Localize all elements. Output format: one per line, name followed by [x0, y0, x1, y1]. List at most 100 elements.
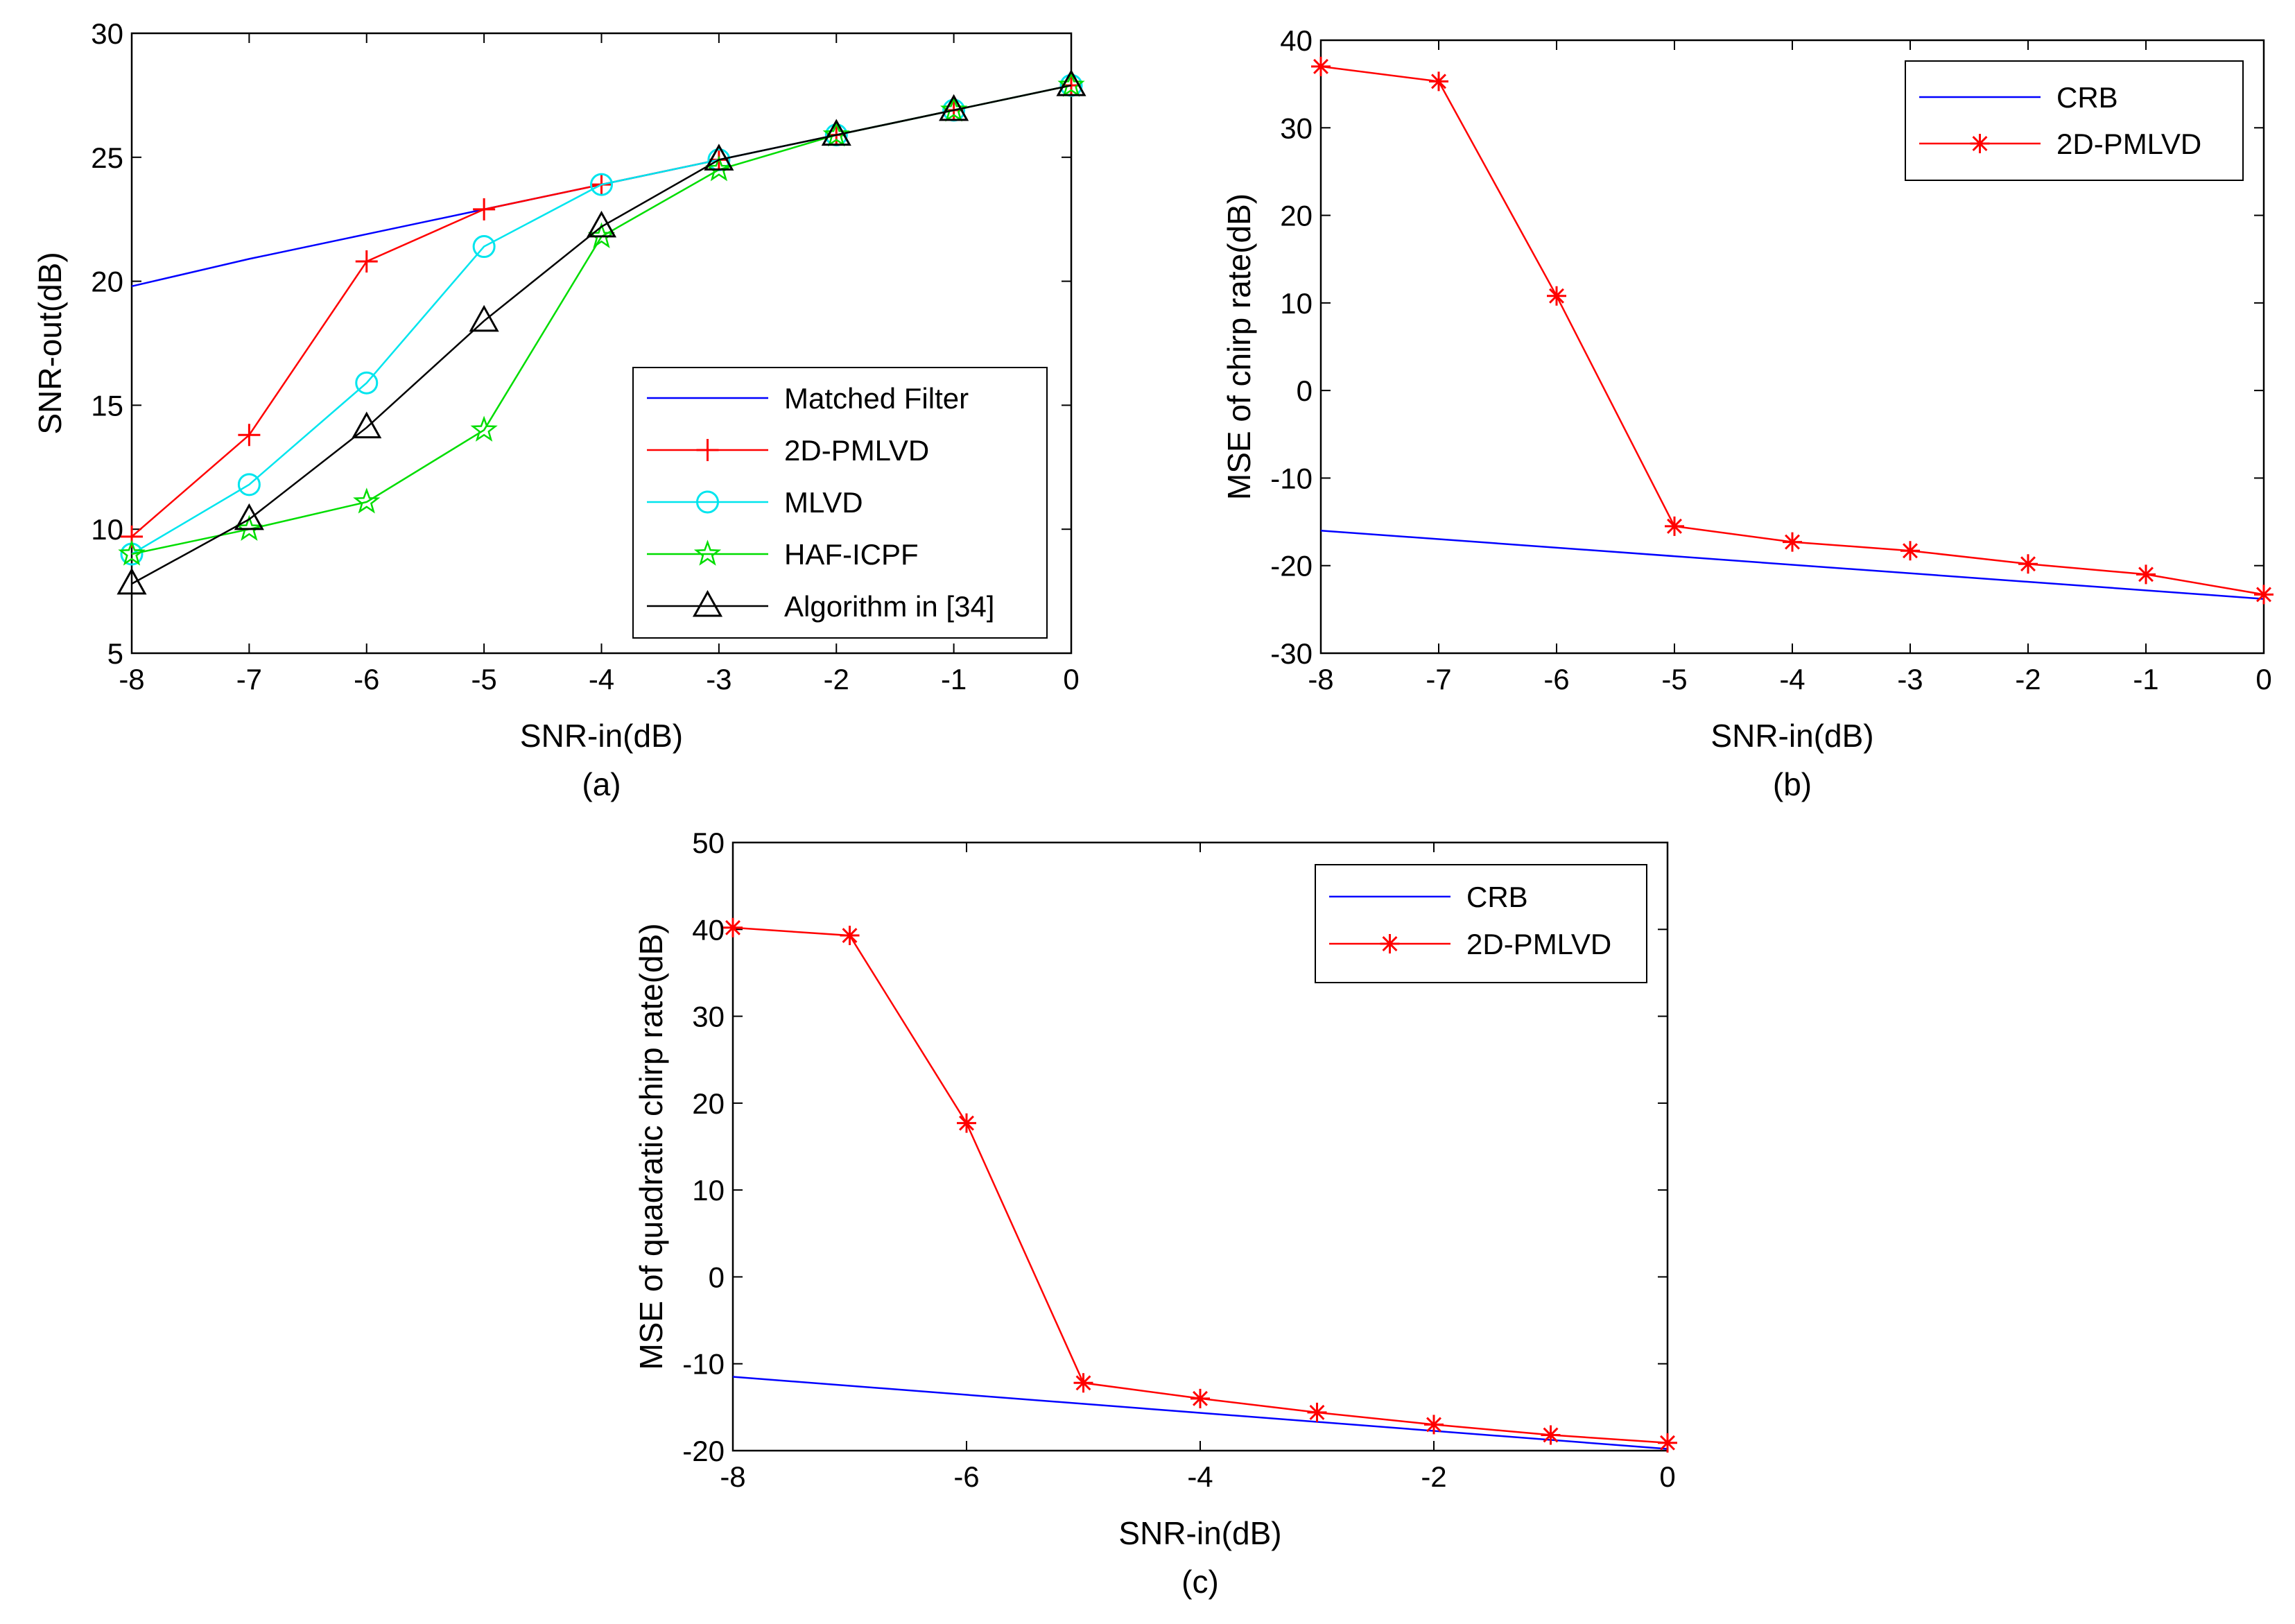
data-point	[1073, 1373, 1093, 1393]
data-point	[957, 1113, 976, 1133]
series-line	[1320, 529, 2264, 600]
x-tick-label: -1	[941, 663, 967, 696]
y-tick-label: 30	[692, 1001, 725, 1033]
series-crb	[1320, 529, 2264, 600]
x-tick-label: -3	[706, 663, 731, 696]
data-point	[1665, 516, 1684, 536]
data-point	[1900, 541, 1920, 561]
y-tick-label: 10	[91, 513, 123, 546]
data-point	[118, 539, 146, 566]
y-axis-label: MSE of quadratic chirp rate(dB)	[633, 923, 669, 1370]
legend-label: CRB	[1466, 881, 1528, 913]
data-point	[939, 94, 969, 121]
y-tick-label: 40	[1280, 24, 1313, 57]
data-point	[821, 119, 851, 146]
x-tick-label: -8	[1308, 663, 1333, 696]
y-tick-label: -20	[1270, 550, 1313, 582]
data-point	[723, 917, 743, 938]
data-point	[473, 198, 496, 221]
data-point	[1658, 1433, 1677, 1453]
data-point	[1307, 1402, 1327, 1422]
x-tick-label: -1	[2133, 663, 2158, 696]
y-tick-label: 10	[692, 1174, 725, 1207]
data-point	[2136, 564, 2156, 585]
y-tick-label: -30	[1270, 637, 1313, 670]
x-tick-label: 0	[1063, 663, 1079, 696]
data-point	[235, 515, 263, 541]
x-tick-label: -2	[1421, 1460, 1446, 1493]
data-point	[2254, 585, 2274, 605]
data-point	[822, 120, 850, 147]
data-point	[470, 415, 498, 442]
x-tick-label: -4	[1779, 663, 1805, 696]
series-line	[131, 84, 1072, 585]
y-tick-label: 0	[709, 1261, 725, 1293]
data-point	[116, 567, 147, 595]
data-point	[1057, 71, 1085, 97]
series-2d-pmlvd	[1311, 56, 2274, 605]
data-point	[840, 926, 860, 946]
y-tick-label: 15	[91, 389, 123, 422]
x-tick-label: -8	[119, 663, 144, 696]
data-point	[1424, 1415, 1444, 1435]
panel-caption: (b)	[1773, 766, 1812, 802]
y-tick-label: 40	[692, 913, 725, 946]
series-algorithm-in-34-	[116, 69, 1086, 595]
y-tick-label: -20	[682, 1435, 725, 1467]
legend-label: HAF-ICPF	[784, 538, 919, 571]
data-point	[696, 439, 719, 461]
x-tick-label: -2	[2015, 663, 2041, 696]
chart-panel-a: -8 -7 -6 -5 -4 -3 -2 -1 0 5 10 15 20 25 30 SNR-in(dB) SN…	[32, 17, 1086, 802]
x-tick-label: -3	[1897, 663, 1923, 696]
y-tick-label: -10	[1270, 462, 1313, 494]
data-point	[1190, 1388, 1210, 1408]
data-point	[353, 487, 381, 514]
chart-panel-b: -8 -7 -6 -5 -4 -3 -2 -1 0-30-20-10010203040SNR-i…	[1221, 24, 2274, 802]
legend-label: Matched Filter	[784, 382, 969, 415]
x-tick-label: -5	[471, 663, 496, 696]
y-tick-label: 0	[1297, 374, 1313, 407]
y-tick-label: 25	[91, 141, 123, 174]
data-point	[472, 235, 496, 259]
series-crb	[732, 1376, 1668, 1450]
y-tick-label: 50	[692, 827, 725, 859]
x-tick-label: -2	[824, 663, 849, 696]
data-point	[355, 250, 378, 273]
data-point	[1380, 934, 1400, 953]
y-tick-label: 20	[692, 1087, 725, 1120]
data-point	[2018, 554, 2038, 574]
data-point	[355, 371, 379, 395]
y-axis-label: MSE of chirp rate(dB)	[1221, 193, 1257, 500]
legend: CRB 2D-PMLVD	[1905, 60, 2244, 181]
y-tick-label: 30	[91, 17, 123, 50]
data-point	[696, 490, 719, 514]
y-axis-label: SNR-out(dB)	[32, 252, 68, 434]
y-tick-label: 20	[91, 266, 123, 298]
data-point	[237, 473, 261, 496]
data-point	[692, 589, 723, 617]
x-tick-label: -6	[953, 1460, 979, 1493]
x-tick-label: -4	[1187, 1460, 1213, 1493]
legend-label: Algorithm in [34]	[784, 590, 994, 623]
data-point	[238, 424, 261, 447]
data-point	[940, 96, 968, 122]
y-tick-label: -10	[682, 1348, 725, 1381]
legend-label: MLVD	[784, 486, 863, 519]
x-tick-label: -5	[1661, 663, 1687, 696]
data-point	[590, 173, 613, 196]
legend-label: CRB	[2056, 81, 2118, 114]
data-point	[234, 503, 264, 530]
legend-label: 2D-PMLVD	[2056, 128, 2201, 160]
data-point	[469, 304, 499, 332]
data-point	[586, 210, 617, 238]
panel-caption: (c)	[1181, 1564, 1219, 1600]
legend-label: 2D-PMLVD	[1466, 928, 1611, 960]
legend-box	[1905, 60, 2244, 181]
x-tick-label: -4	[589, 663, 614, 696]
y-tick-label: 20	[1280, 200, 1313, 232]
legend-box	[1315, 864, 1647, 983]
x-tick-label: -6	[354, 663, 379, 696]
data-point	[1311, 56, 1331, 76]
series-2d-pmlvd	[723, 917, 1677, 1453]
